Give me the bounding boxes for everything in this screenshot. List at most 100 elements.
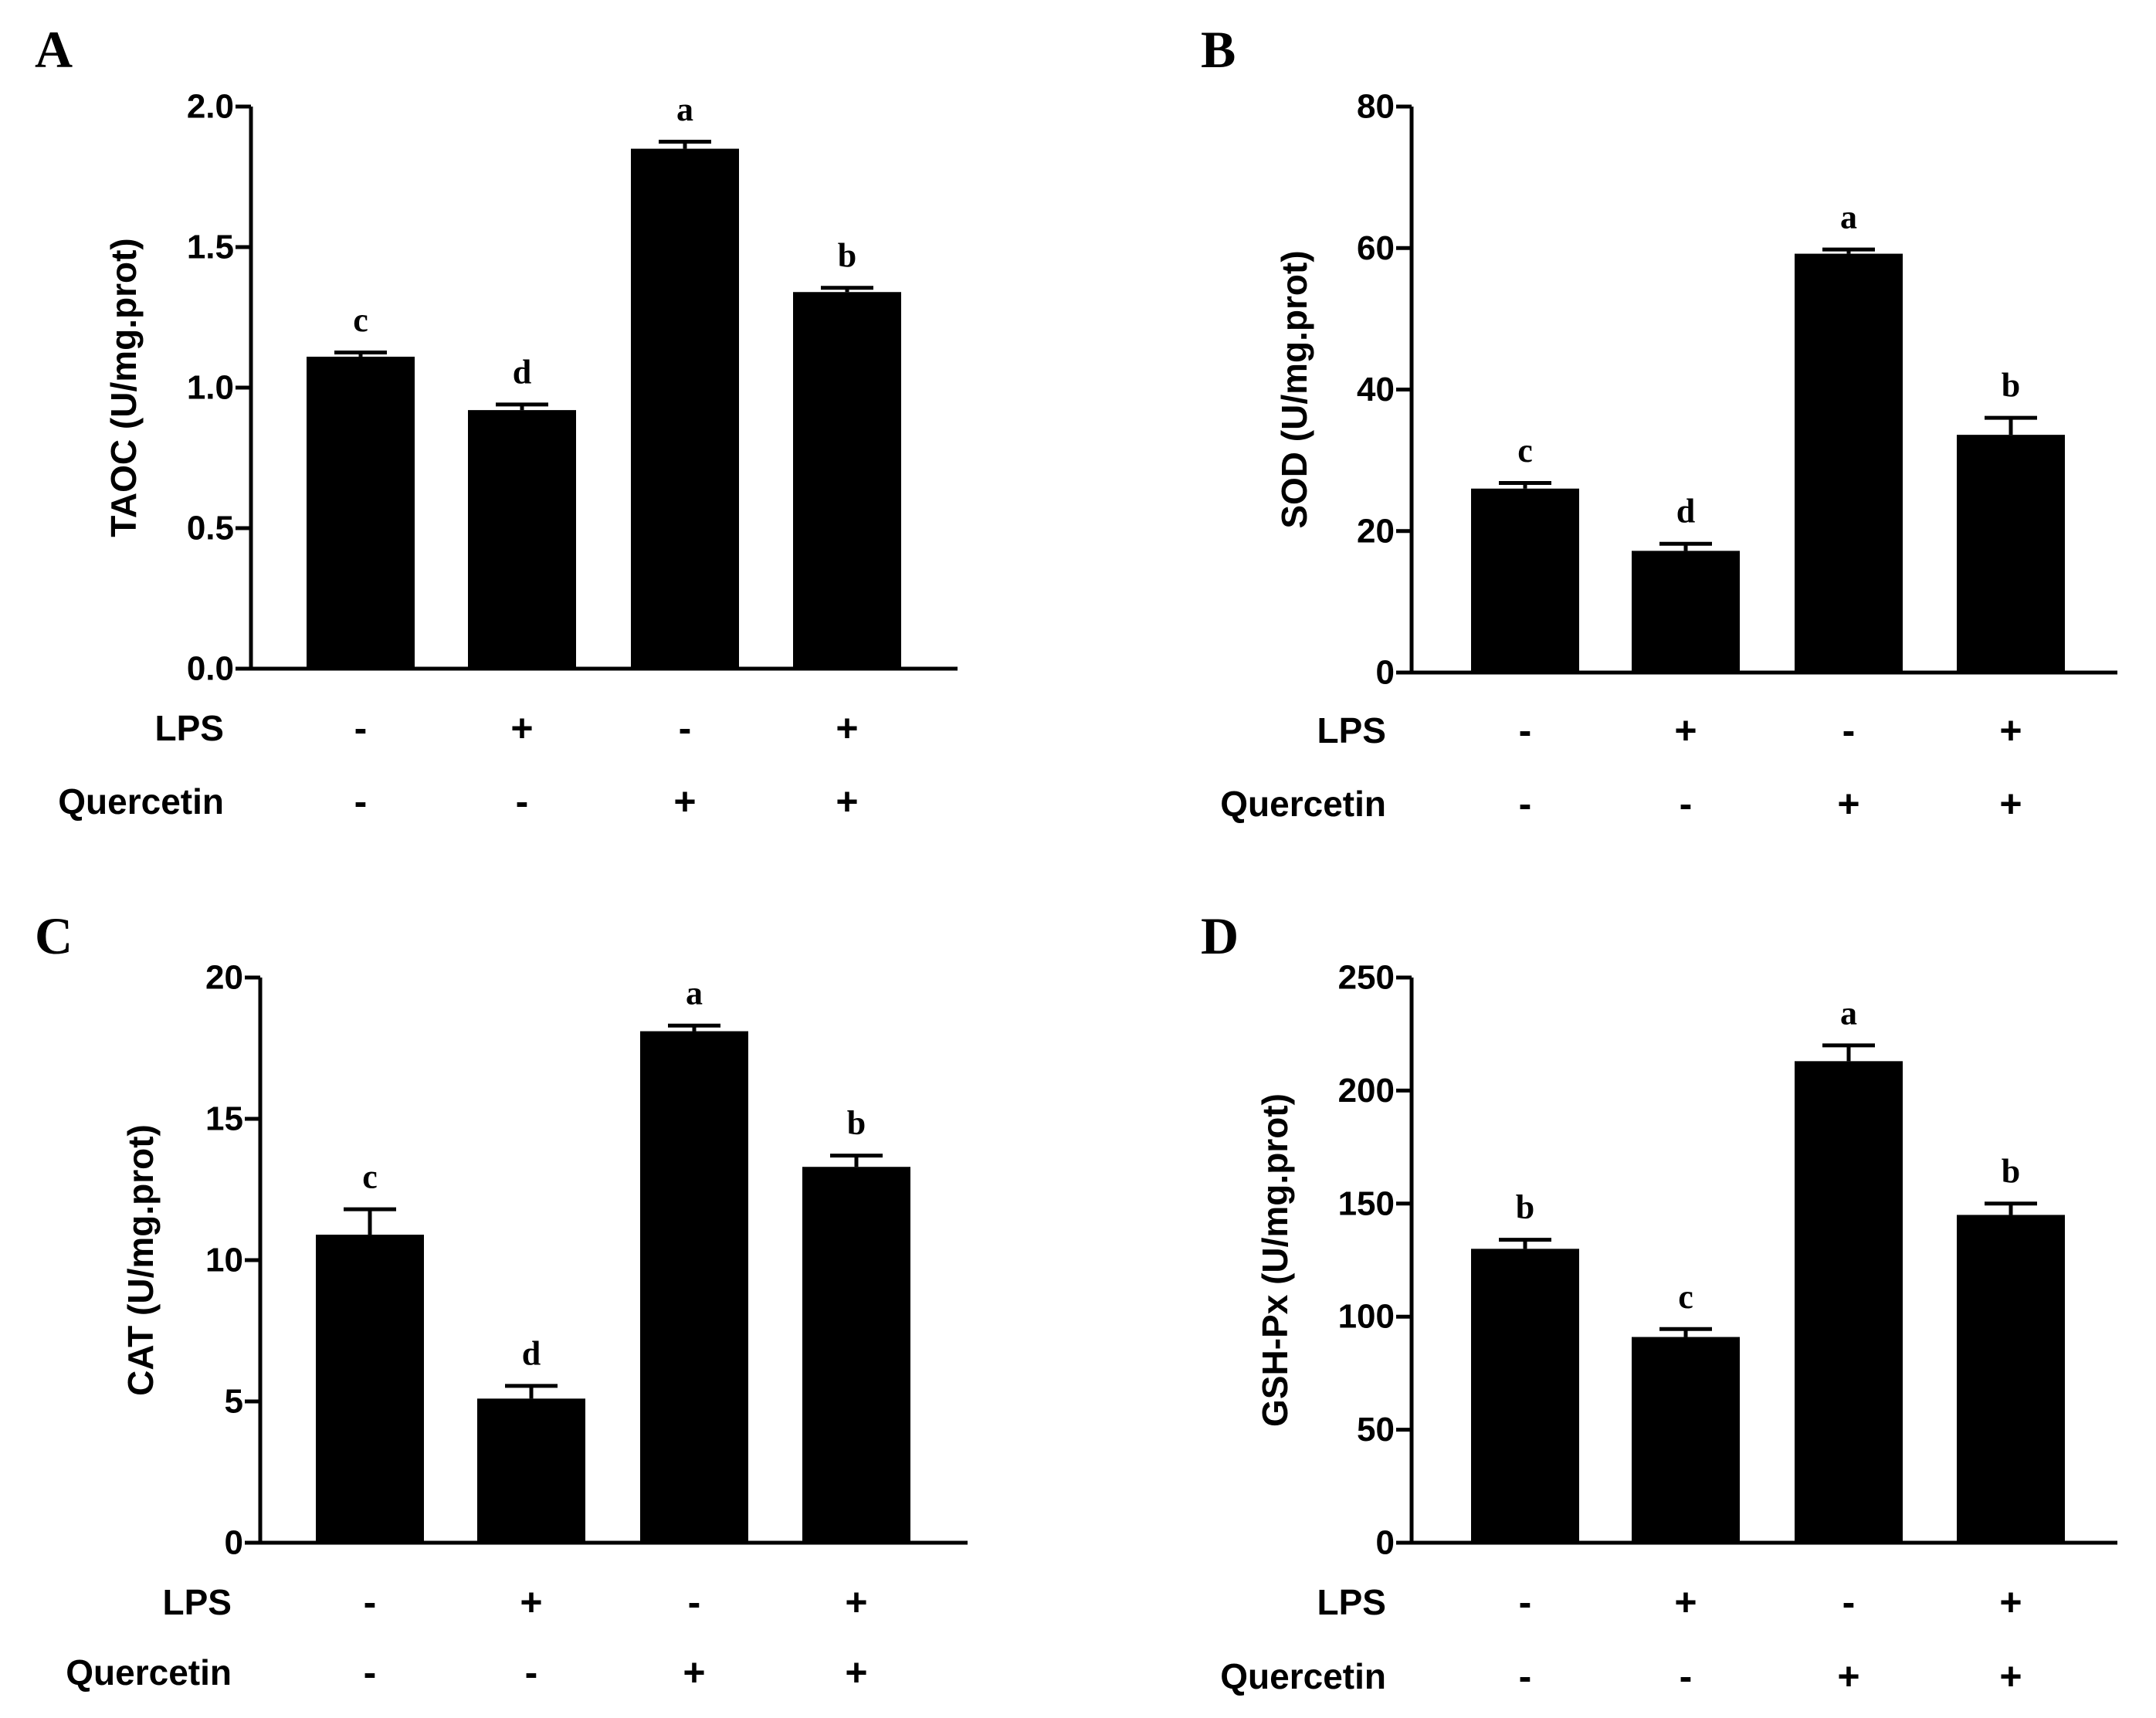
- bar: [793, 292, 901, 669]
- bar: [307, 356, 415, 669]
- y-tick-label: 20: [205, 959, 243, 997]
- quercetin-sign: -: [516, 780, 529, 823]
- y-tick-label: 0: [225, 1524, 243, 1562]
- bar: [468, 410, 576, 669]
- lps-sign: -: [354, 707, 368, 750]
- y-tick-label: 200: [1338, 1072, 1395, 1110]
- y-tick-label: 100: [1338, 1298, 1395, 1336]
- y-axis-label: SOD (U/mg.prot): [1274, 250, 1314, 528]
- y-tick-label: 50: [1357, 1411, 1395, 1449]
- panel-a: A TAOC (U/mg.prot) 0.0 0.5 1.0 1.5 2.0 c - - d + - a -…: [35, 20, 958, 823]
- panel-letter: A: [35, 20, 73, 79]
- significance-letter: a: [1840, 198, 1857, 236]
- significance-letter: c: [353, 301, 368, 339]
- quercetin-sign: -: [354, 780, 368, 823]
- bar: [1795, 253, 1903, 673]
- panel-letter: D: [1201, 906, 1239, 965]
- quercetin-sign: +: [1837, 1655, 1859, 1698]
- quercetin-sign: -: [1680, 1655, 1693, 1698]
- y-tick-label: 2.0: [187, 88, 234, 126]
- bar: [1471, 1249, 1579, 1543]
- significance-letter: a: [676, 90, 693, 128]
- panel-b: B SOD (U/mg.prot) 0 20 40 60 80 c - - d + - a - + b + + LPS…: [1201, 20, 2117, 825]
- quercetin-sign: +: [1999, 1655, 2022, 1698]
- y-tick-label: 1.5: [187, 229, 234, 266]
- lps-sign: +: [1674, 709, 1697, 752]
- quercetin-sign: +: [845, 1651, 867, 1694]
- quercetin-row-label: Quercetin: [1220, 1656, 1386, 1696]
- lps-sign: +: [836, 707, 858, 750]
- bar: [477, 1398, 585, 1543]
- significance-letter: b: [847, 1104, 866, 1142]
- y-tick-label: 150: [1338, 1184, 1395, 1222]
- quercetin-row-label: Quercetin: [58, 781, 224, 822]
- significance-letter: d: [522, 1334, 541, 1372]
- y-axis-label: TAOC (U/mg.prot): [103, 238, 144, 537]
- quercetin-sign: -: [364, 1651, 377, 1694]
- significance-letter: b: [2002, 367, 2020, 405]
- bar: [1795, 1061, 1903, 1543]
- lps-sign: -: [1842, 709, 1856, 752]
- quercetin-sign: +: [836, 780, 858, 823]
- y-tick-label: 40: [1357, 371, 1395, 408]
- y-tick-label: 10: [205, 1242, 243, 1279]
- bar: [316, 1235, 424, 1543]
- significance-letter: a: [1840, 994, 1857, 1032]
- lps-sign: +: [510, 707, 533, 750]
- bar: [640, 1031, 748, 1543]
- y-tick-label: 80: [1357, 88, 1395, 126]
- bar: [1471, 488, 1579, 673]
- y-tick-label: 0: [1376, 1524, 1395, 1562]
- significance-letter: d: [1676, 493, 1695, 530]
- lps-sign: -: [1519, 1581, 1532, 1624]
- lps-row-label: LPS: [163, 1582, 232, 1622]
- quercetin-sign: -: [1519, 782, 1532, 825]
- y-tick-label: 15: [205, 1100, 243, 1138]
- significance-letter: a: [686, 974, 703, 1012]
- bar: [1957, 1215, 2065, 1543]
- lps-row-label: LPS: [155, 708, 224, 748]
- quercetin-sign: -: [1519, 1655, 1532, 1698]
- quercetin-sign: +: [1999, 782, 2022, 825]
- panel-letter: C: [35, 906, 73, 965]
- bar: [802, 1167, 910, 1543]
- lps-sign: +: [1999, 1581, 2022, 1624]
- y-tick-label: 0.5: [187, 510, 234, 547]
- lps-sign: +: [1674, 1581, 1697, 1624]
- bar: [1957, 435, 2065, 673]
- quercetin-row-label: Quercetin: [1220, 784, 1386, 824]
- lps-row-label: LPS: [1317, 710, 1386, 751]
- bar: [1632, 551, 1740, 673]
- lps-sign: -: [688, 1581, 701, 1624]
- y-tick-label: 0: [1376, 654, 1395, 692]
- lps-sign: +: [1999, 709, 2022, 752]
- lps-sign: -: [679, 707, 692, 750]
- panel-letter: B: [1201, 20, 1236, 79]
- significance-letter: b: [1516, 1188, 1534, 1226]
- significance-letter: b: [838, 236, 856, 274]
- lps-sign: -: [1519, 709, 1532, 752]
- y-tick-label: 0.0: [187, 650, 234, 688]
- quercetin-sign: +: [673, 780, 696, 823]
- panel-c: C CAT (U/mg.prot) 0 5 10 15 20 c - - d + - a - + b + + LPS Q…: [35, 906, 968, 1694]
- significance-letter: c: [362, 1158, 378, 1196]
- quercetin-sign: +: [1837, 782, 1859, 825]
- lps-sign: -: [364, 1581, 377, 1624]
- lps-sign: +: [845, 1581, 867, 1624]
- y-tick-label: 60: [1357, 229, 1395, 267]
- bar: [631, 148, 739, 669]
- bar: [1632, 1337, 1740, 1543]
- quercetin-sign: -: [1680, 782, 1693, 825]
- significance-letter: c: [1678, 1278, 1693, 1316]
- y-tick-label: 1.0: [187, 369, 234, 407]
- panel-d: D GSH-Px (U/mg.prot) 0 50 100 150 200 250 b - - c + -…: [1201, 906, 2117, 1698]
- lps-sign: -: [1842, 1581, 1856, 1624]
- quercetin-sign: -: [525, 1651, 538, 1694]
- quercetin-sign: +: [683, 1651, 705, 1694]
- y-axis-label: GSH-Px (U/mg.prot): [1255, 1093, 1295, 1427]
- quercetin-row-label: Quercetin: [66, 1652, 232, 1693]
- significance-letter: b: [2002, 1152, 2020, 1190]
- significance-letter: c: [1517, 432, 1533, 469]
- y-tick-label: 250: [1338, 959, 1395, 997]
